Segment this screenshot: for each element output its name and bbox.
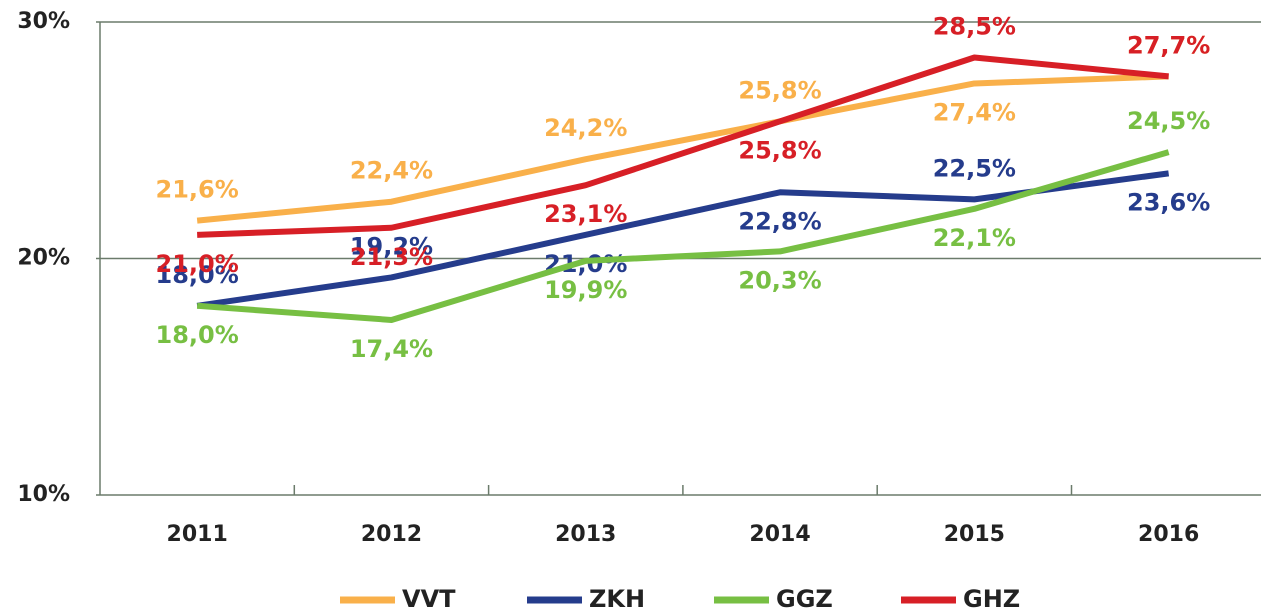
data-label: 22,1% — [933, 224, 1016, 252]
y-tick-label: 10% — [17, 482, 70, 507]
data-label: 18,0% — [156, 321, 239, 349]
legend-label: VVT — [402, 585, 456, 613]
data-label: 20,3% — [738, 266, 821, 294]
series-line — [196, 170, 1170, 309]
data-label: 27,4% — [933, 98, 1016, 126]
x-tick-label: 2015 — [944, 522, 1005, 547]
y-tick-label: 30% — [17, 9, 70, 34]
data-label: 22,8% — [738, 207, 821, 235]
data-label: 25,8% — [738, 136, 821, 164]
data-label: 24,2% — [544, 114, 627, 142]
legend-label: ZKH — [589, 585, 645, 613]
data-label: 23,6% — [1127, 188, 1210, 216]
data-label: 27,7% — [1127, 31, 1210, 59]
data-label: 25,8% — [738, 76, 821, 104]
data-label: 23,1% — [544, 200, 627, 228]
series-line — [196, 149, 1170, 323]
data-label: 21,0% — [156, 250, 239, 278]
x-tick-label: 2012 — [361, 522, 422, 547]
data-label: 18,0% — [156, 261, 239, 289]
data-label: 17,4% — [350, 335, 433, 363]
legend-label: GGZ — [776, 585, 833, 613]
data-label: 21,6% — [156, 176, 239, 204]
x-tick-label: 2014 — [749, 522, 810, 547]
y-tick-label: 20% — [17, 246, 70, 271]
data-label: 19,2% — [350, 232, 433, 260]
data-label: 28,5% — [933, 12, 1016, 40]
series-line — [197, 54, 1169, 238]
data-label: 19,9% — [544, 276, 627, 304]
data-label: 27,7% — [1127, 31, 1210, 59]
series-line — [196, 73, 1169, 224]
x-tick-label: 2016 — [1138, 522, 1199, 547]
data-label: 22,5% — [933, 154, 1016, 182]
data-label: 21,3% — [350, 243, 433, 271]
data-label: 22,4% — [350, 157, 433, 185]
x-tick-label: 2013 — [555, 522, 616, 547]
x-tick-label: 2011 — [167, 522, 228, 547]
data-label: 24,5% — [1127, 107, 1210, 135]
legend-label: GHZ — [963, 585, 1020, 613]
